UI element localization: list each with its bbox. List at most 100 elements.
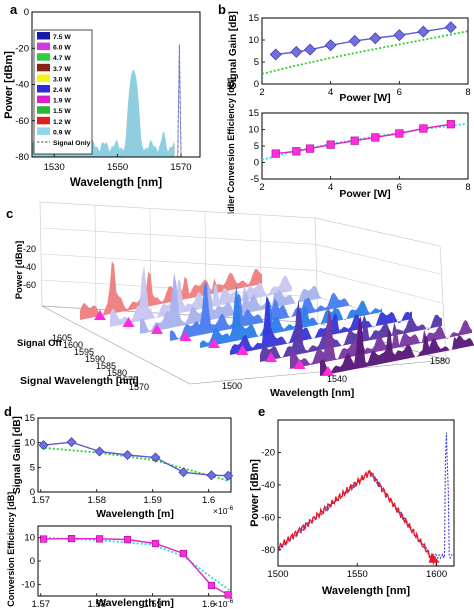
c-slice-6 (260, 300, 442, 362)
b_bottom-ytick-label: 10 (248, 125, 259, 136)
c-xtick-label: 1540 (327, 374, 347, 384)
legend-swatch-1 (37, 42, 50, 51)
d_bottom-point (67, 534, 76, 543)
d_bottom-point (151, 539, 160, 548)
d_top-xtick-label: 1.59 (143, 495, 162, 506)
legend-swatch-7 (37, 106, 50, 114)
b_bottom-point (305, 144, 315, 153)
c-slice-4 (200, 285, 382, 348)
c-slice-8 (320, 316, 474, 376)
d_top-ytick-label: 10 (24, 438, 35, 449)
chart-d-bottom: 1.57 1.58 1.59 1.6 -10 0 10 Wavelength [m] Idl… (6, 492, 234, 609)
panel-label-d: d (4, 404, 12, 419)
c-marker-8 (322, 366, 334, 376)
c-ztick-label: 1600 (63, 340, 83, 350)
c-marker-4 (208, 338, 220, 348)
b_top-xtick-label: 2 (259, 87, 264, 98)
b_bottom-point (292, 147, 301, 156)
b_bottom-ytick-label: 0 (254, 158, 259, 169)
c-floor (41, 305, 447, 385)
chart-d-bottom-frame (37, 525, 232, 597)
chart-e-ylabel: Power [dBm] (249, 459, 261, 527)
legend-swatch-8 (37, 116, 50, 125)
b_bottom-xtick-label: 2 (259, 182, 264, 193)
c-slice-0 (80, 261, 262, 320)
chart-c-signal-off: Signal Off (17, 338, 63, 349)
b_bottom-point (350, 136, 359, 145)
b_bottom-xtick-label: 4 (328, 182, 333, 193)
legend-label-2: 4.7 W (53, 55, 71, 62)
legend-label-10: Signal Only (53, 140, 91, 147)
chart-e-ytick-label: -80 (261, 545, 275, 556)
d_bottom-data-line (43, 537, 229, 596)
panel-label-b: b (218, 2, 226, 17)
b_top-point (348, 34, 361, 47)
chart-d-bottom-ylabel-1: Idler Conversion Efficiency [dB] (6, 492, 16, 609)
chart-b-bottom-ylabel-1: Idler Conversion Efficiency [dB] (226, 78, 236, 215)
panel-label-e: e (258, 404, 265, 419)
b_bottom-point (419, 124, 428, 133)
c-ztick-label: 1580 (107, 368, 127, 378)
b_bottom-ytick-label: -5 (251, 174, 259, 185)
d_bottom-point (224, 591, 232, 599)
c-grid (94, 205, 97, 310)
chart-e: 1500 1550 1600 -20 -40 -60 -80 Wavelength [nm]… (249, 419, 455, 597)
e-blue-trace (277, 432, 453, 560)
c-marker-2 (151, 324, 163, 334)
d_bottom-ytick-label: -10 (21, 579, 35, 590)
d_bottom-xtick-label: 1.57 (32, 599, 51, 609)
b_top-point (324, 39, 337, 52)
b_bottom-xtick-label: 6 (397, 182, 402, 193)
d_bottom-ytick-label: 10 (24, 533, 35, 544)
chart-b-bottom: 2 4 6 8 -5 0 5 10 15 Power [W] Idler Conversion … (226, 78, 471, 215)
legend-label-9: 0.9 W (53, 129, 71, 136)
b_top-point (444, 21, 457, 34)
legend-label-4: 3.0 W (53, 76, 71, 83)
d_top-data-line (43, 441, 229, 477)
d_top-point (94, 446, 105, 457)
d_bottom-point (39, 535, 48, 543)
b_top-ytick-label: 10 (248, 35, 259, 46)
c-slice-3 (170, 281, 352, 341)
c-ztick-label: 1585 (96, 361, 116, 371)
b_bottom-fit-line (261, 122, 469, 161)
d_top-point (150, 452, 161, 463)
chart-a-xlabel: Wavelength [nm] (70, 177, 162, 189)
chart-d-top: 1.57 1.58 1.59 1.6 0 5 10 15 Wavelength [m] Sig… (12, 413, 234, 520)
b_top-xtick-label: 6 (397, 87, 402, 98)
b_top-ytick-label: 5 (254, 57, 259, 68)
c-grid (315, 244, 443, 275)
d_top-ytick-label: 0 (30, 487, 35, 498)
chart-a-ylabel: Power [dBm] (3, 51, 15, 119)
chart-d-bottom-exponent: ×10-6 (213, 598, 234, 609)
chart-a-ytick-label: -40 (15, 80, 29, 91)
c-grid (40, 253, 317, 271)
legend-swatch-9 (37, 127, 50, 135)
b_top-point (304, 43, 317, 56)
c-slice-7 (290, 307, 472, 369)
b_top-point (393, 29, 406, 42)
d_top-ytick-label: 15 (24, 413, 35, 424)
chart-e-xtick-label: 1500 (267, 569, 288, 580)
c-slice-5 (230, 295, 412, 355)
c-marker-1 (122, 317, 135, 327)
chart-e-ytick-label: -60 (261, 512, 275, 523)
d_bottom-ytick-label: 0 (30, 556, 35, 567)
legend-label-0: 7.5 W (53, 34, 71, 41)
c-ytick-label: -20 (23, 244, 36, 254)
legend-swatch-4 (37, 74, 50, 82)
chart-d-bottom-xlabel: Wavelength [m] (96, 597, 174, 609)
legend-label-3: 3.7 W (53, 66, 71, 73)
d_bottom-fit-line (40, 536, 232, 593)
d_bottom-point (179, 549, 188, 558)
b_top-point (417, 25, 430, 38)
chart-d-top-frame (37, 417, 232, 493)
c-marker-6 (265, 352, 277, 362)
b_top-ytick-label: 0 (254, 79, 259, 90)
chart-d-top-exponent: ×10-6 (213, 505, 234, 516)
e-red-marker (428, 553, 440, 563)
d_top-xtick-label: 1.57 (32, 495, 51, 506)
legend-label-7: 1.5 W (53, 108, 71, 115)
c-ytick-label: -40 (23, 262, 36, 272)
chart-b-bottom-xlabel: Power [W] (339, 188, 390, 200)
